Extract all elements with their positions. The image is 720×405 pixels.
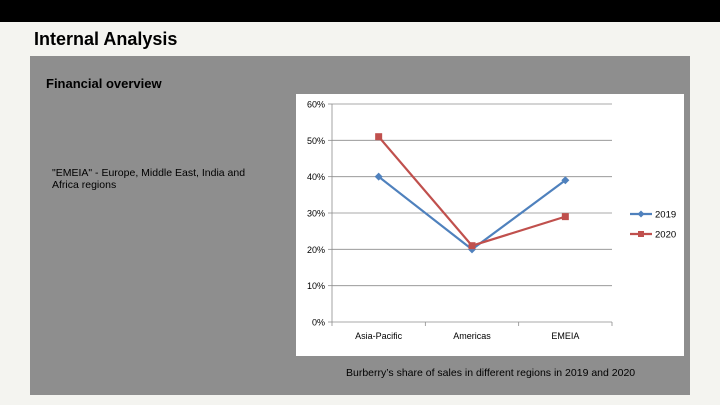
chart-caption: Burberry’s share of sales in different r…: [346, 367, 636, 379]
y-tick-label: 40%: [307, 172, 325, 182]
legend-label-2019: 2019: [655, 210, 676, 221]
data-point-2019: [561, 176, 570, 185]
data-point-2020: [468, 242, 476, 250]
y-tick-label: 60%: [307, 100, 325, 110]
legend-label-2020: 2020: [655, 230, 676, 241]
y-tick-label: 20%: [307, 245, 325, 255]
line-chart: 0% 10% 20% 30% 40% 50% 60% Asia-Pacific Americas…: [296, 94, 684, 356]
x-tick-label: Americas: [453, 331, 491, 341]
y-tick-label: 50%: [307, 136, 325, 146]
chart-svg: 0% 10% 20% 30% 40% 50% 60% Asia-Pacific Americas…: [307, 100, 676, 342]
x-tick-label: Asia-Pacific: [355, 331, 403, 341]
top-bar: [0, 0, 720, 22]
data-point-2020: [561, 213, 569, 221]
series-line-2020: [377, 135, 566, 247]
region-note: "EMEIA" - Europe, Middle East, India and…: [52, 167, 246, 191]
y-tick-label: 30%: [307, 209, 325, 219]
data-point-2020: [375, 133, 383, 141]
legend-marker-2019: [637, 210, 645, 218]
content-panel: Financial overview "EMEIA" - Europe, Mid…: [30, 56, 690, 395]
y-tick-label: 10%: [307, 281, 325, 291]
x-tick-label: EMEIA: [551, 331, 579, 341]
slide-title: Internal Analysis: [34, 29, 178, 49]
legend-marker-2020: [638, 231, 644, 237]
section-title: Financial overview: [46, 76, 162, 91]
y-tick-label: 0%: [312, 318, 325, 328]
data-point-2019: [374, 172, 383, 181]
